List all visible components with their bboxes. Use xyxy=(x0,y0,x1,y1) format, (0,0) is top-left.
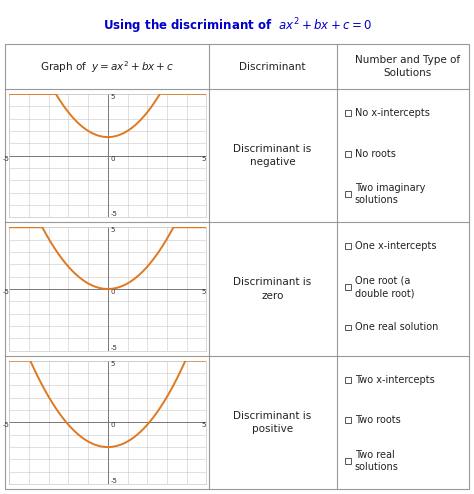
Text: 0: 0 xyxy=(111,289,115,295)
Text: Discriminant: Discriminant xyxy=(239,62,306,72)
Text: -5: -5 xyxy=(111,345,118,351)
Text: No roots: No roots xyxy=(355,149,395,159)
Bar xyxy=(345,191,351,197)
Text: Using the discriminant of  $ax^2 + bx + c = 0$: Using the discriminant of $ax^2 + bx + c… xyxy=(102,16,372,36)
Bar xyxy=(345,377,351,383)
Bar xyxy=(345,417,351,423)
Bar xyxy=(345,325,351,330)
Text: Discriminant is
zero: Discriminant is zero xyxy=(233,278,312,300)
Text: Two x-intercepts: Two x-intercepts xyxy=(355,375,434,385)
Text: Two imaginary
solutions: Two imaginary solutions xyxy=(355,183,425,206)
Text: Discriminant is
positive: Discriminant is positive xyxy=(233,411,312,434)
Text: -5: -5 xyxy=(2,422,9,428)
Bar xyxy=(345,284,351,290)
Text: Two roots: Two roots xyxy=(355,415,401,425)
Text: 0: 0 xyxy=(111,156,115,162)
Bar xyxy=(345,458,351,464)
Text: One x-intercepts: One x-intercepts xyxy=(355,242,436,251)
Text: Graph of  $y = ax^2 + bx + c$: Graph of $y = ax^2 + bx + c$ xyxy=(39,59,174,75)
Bar xyxy=(345,151,351,157)
Text: 5: 5 xyxy=(111,361,115,367)
Text: 5: 5 xyxy=(202,422,206,428)
Text: 0: 0 xyxy=(111,422,115,428)
Text: -5: -5 xyxy=(111,478,118,484)
Text: -5: -5 xyxy=(2,289,9,295)
Text: 5: 5 xyxy=(202,156,206,162)
Text: 5: 5 xyxy=(111,227,115,233)
Text: One real solution: One real solution xyxy=(355,323,438,332)
Text: Number and Type of
Solutions: Number and Type of Solutions xyxy=(355,55,460,78)
Bar xyxy=(345,110,351,116)
Text: 5: 5 xyxy=(202,289,206,295)
Text: 5: 5 xyxy=(111,94,115,100)
Text: Discriminant is
negative: Discriminant is negative xyxy=(233,144,312,167)
Text: No x-intercepts: No x-intercepts xyxy=(355,108,429,118)
Text: One root (a
double root): One root (a double root) xyxy=(355,276,414,298)
Text: -5: -5 xyxy=(2,156,9,162)
Text: Two real
solutions: Two real solutions xyxy=(355,450,399,472)
Bar xyxy=(345,244,351,249)
Text: -5: -5 xyxy=(111,211,118,217)
